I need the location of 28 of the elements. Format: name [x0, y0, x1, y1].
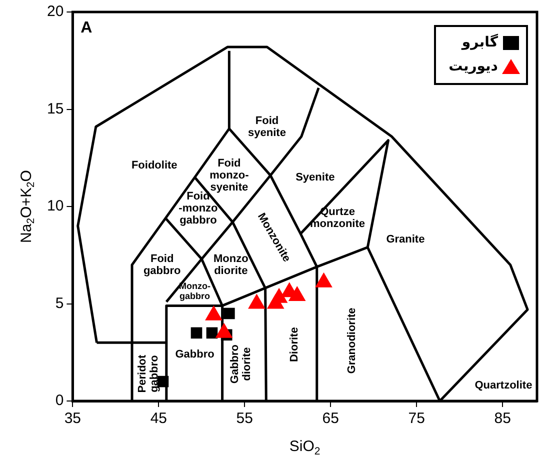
annotation: Diorite — [288, 327, 301, 362]
x-tick-label: 65 — [322, 410, 339, 428]
annotation: Granodiorite — [346, 308, 358, 374]
x-tick-label: 35 — [64, 410, 82, 428]
annotation: Quartzolite — [474, 379, 532, 392]
annotation: Syenite — [296, 171, 335, 184]
annotation: Foidolite — [131, 160, 178, 172]
annotation: Gabbro — [175, 348, 215, 360]
y-axis-title: Na2O+K2O — [18, 170, 38, 243]
x-tick-label: 75 — [408, 410, 425, 428]
x-tick-label: 45 — [150, 410, 168, 428]
annotation: Foid gabbro — [143, 252, 182, 277]
chart-title: A — [80, 19, 93, 36]
y-tick-label: 5 — [55, 294, 64, 312]
y-tick-label: 0 — [55, 392, 64, 410]
legend-label: گابرو — [460, 34, 499, 51]
x-tick-label: 85 — [494, 410, 511, 428]
annotation: Monzo diorite — [213, 252, 249, 277]
annotation: Gabbro diorite — [229, 344, 254, 384]
annotation: Peridot gabbro — [136, 354, 160, 393]
y-tick-label: 10 — [46, 198, 64, 215]
y-tick-label: 15 — [46, 100, 64, 118]
y-tick-label: 20 — [46, 3, 64, 20]
annotation: Granite — [386, 234, 425, 246]
legend-label: دیوریت — [448, 58, 498, 75]
x-tick-label: 55 — [236, 410, 253, 428]
annotation: Foid syenite — [248, 114, 286, 139]
annotation: Foid monzo- syenite — [210, 157, 250, 194]
